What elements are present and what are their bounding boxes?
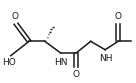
- Text: HN: HN: [54, 58, 68, 67]
- Text: NH: NH: [99, 54, 112, 63]
- Text: HO: HO: [3, 58, 16, 67]
- Text: O: O: [115, 12, 122, 21]
- Text: O: O: [11, 12, 18, 21]
- Text: O: O: [73, 70, 80, 79]
